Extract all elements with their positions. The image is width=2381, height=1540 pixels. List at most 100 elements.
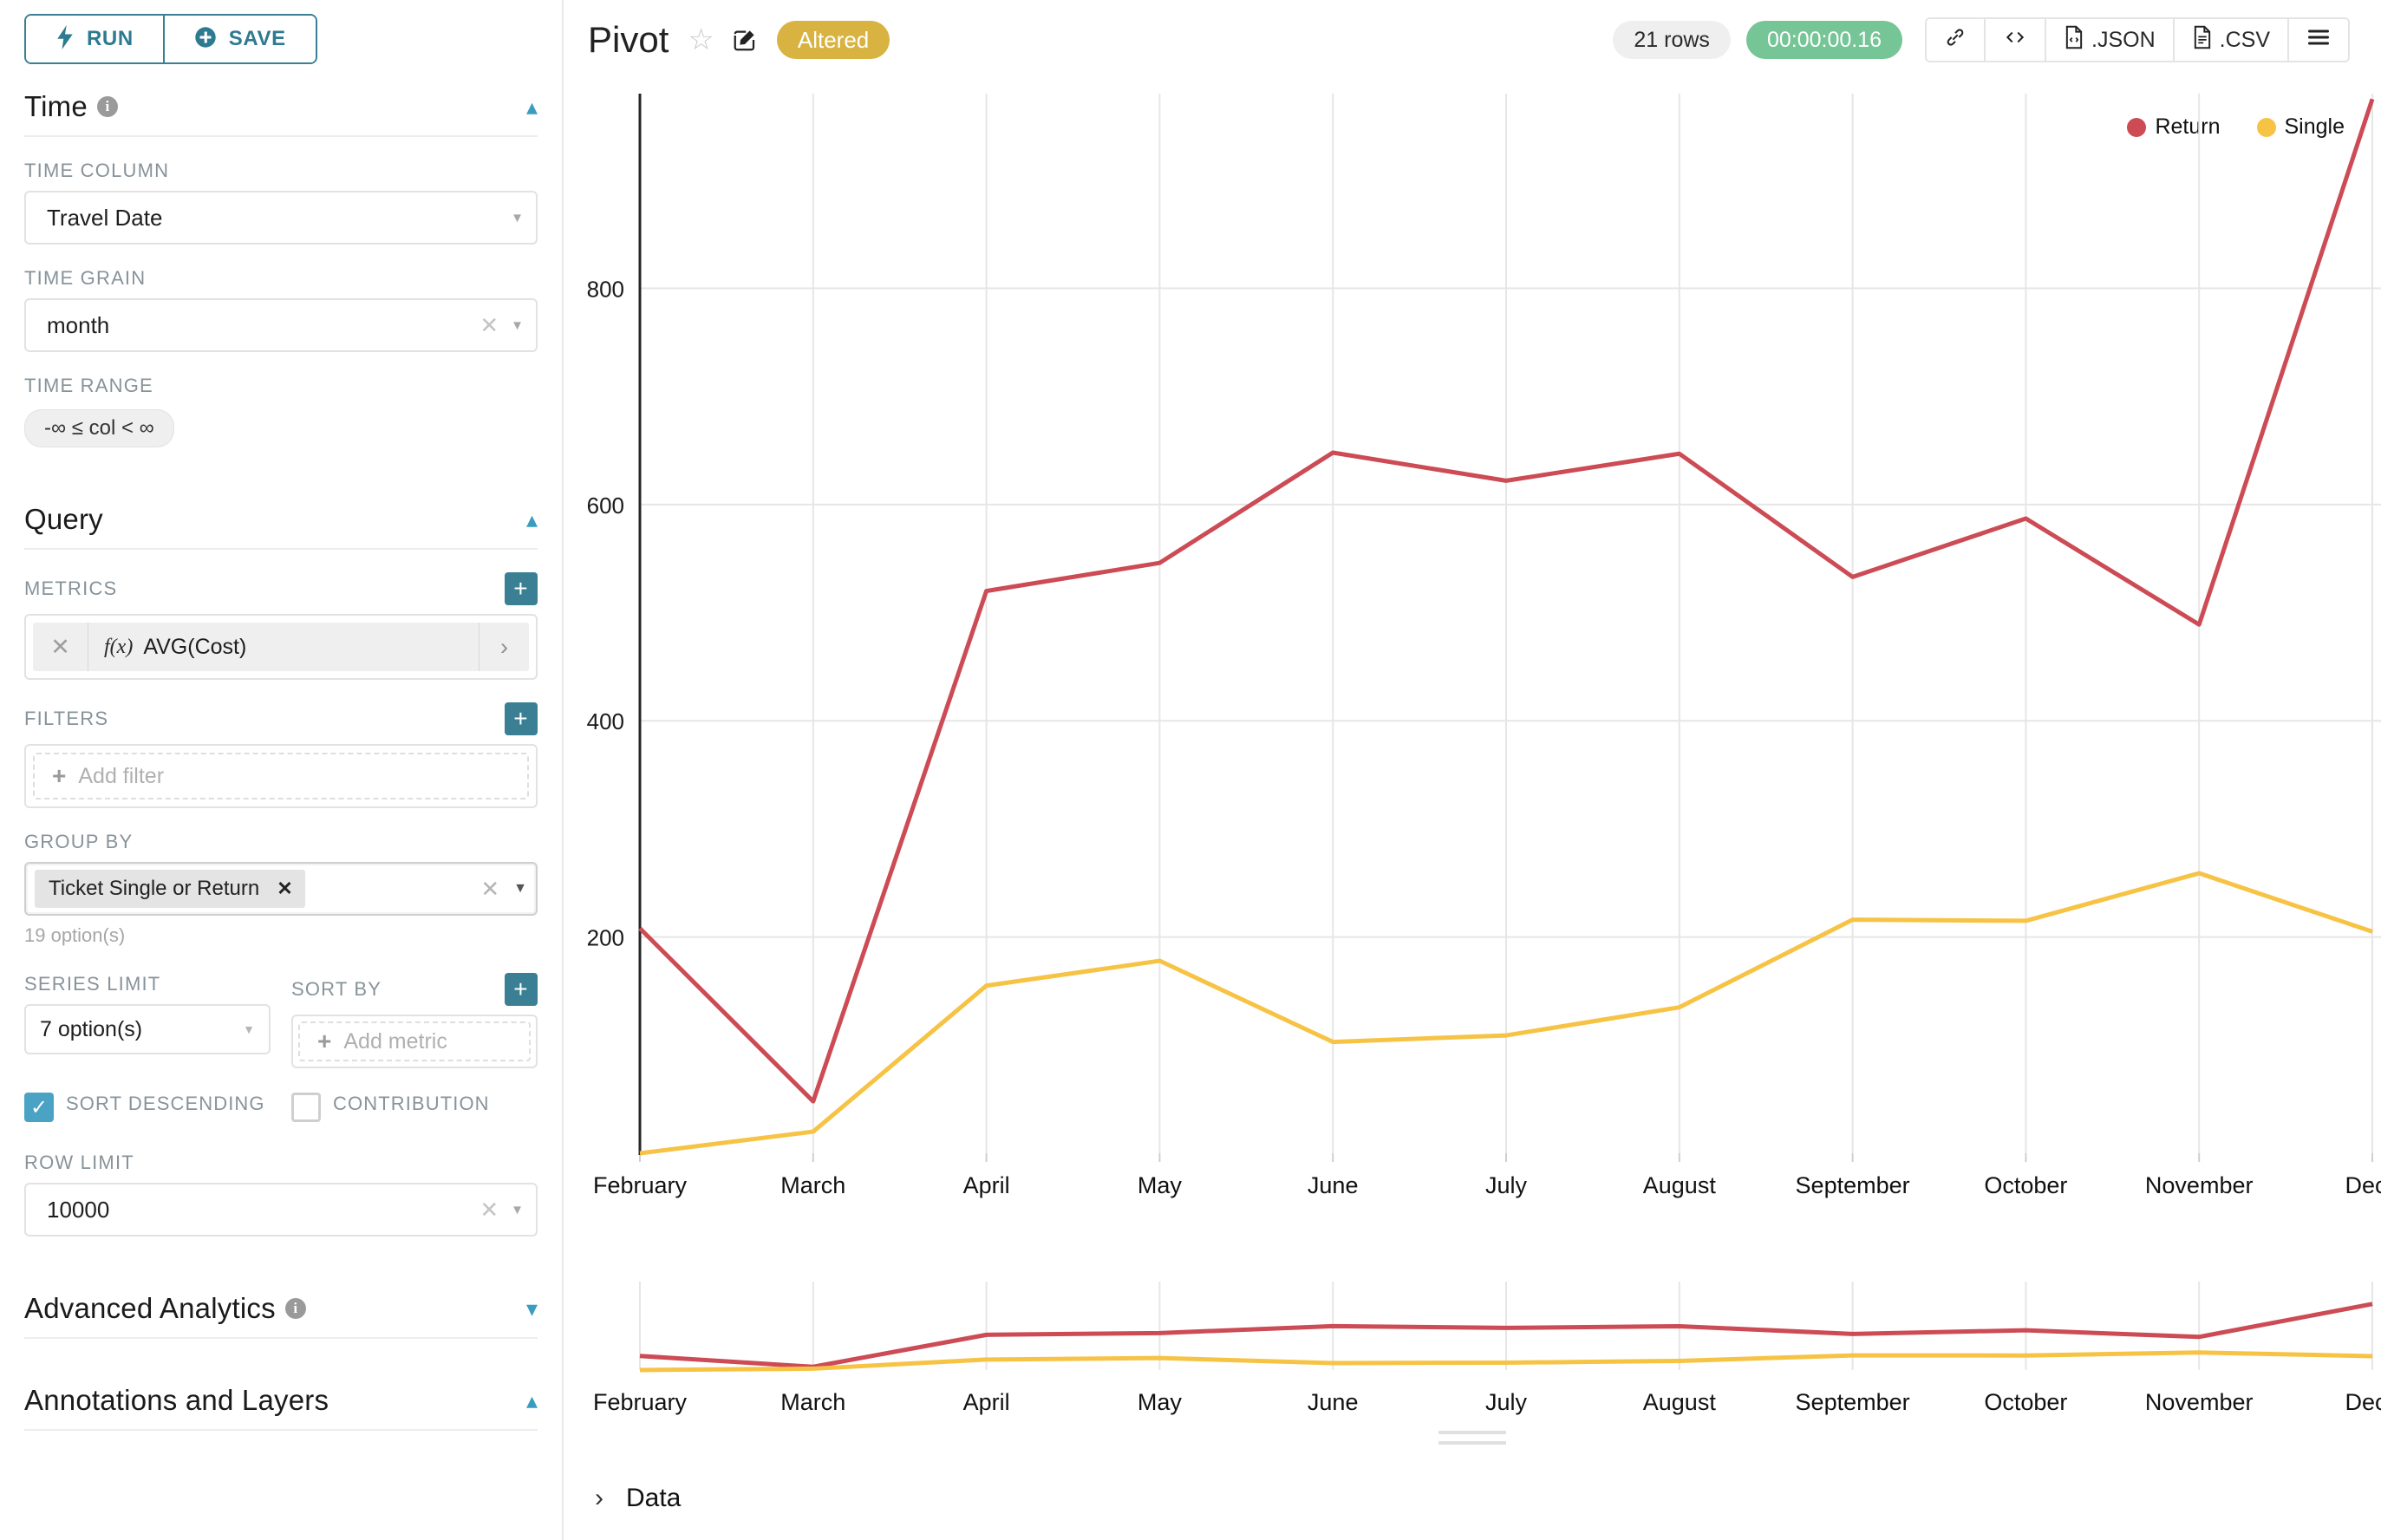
brush-series-line-single [639,1350,2373,1373]
more-menu-button[interactable] [2287,19,2348,61]
edit-pencil-icon[interactable] [732,27,758,53]
remove-metric-icon[interactable]: ✕ [33,623,88,671]
chart-canvas[interactable]: 200 400 600 800 February March April May June Jul… [564,87,2381,1474]
info-icon[interactable]: i [96,96,118,117]
view-query-button[interactable] [1984,19,2045,61]
export-json-button[interactable]: .JSON [2045,19,2173,61]
run-button[interactable]: RUN [26,16,163,62]
run-button-label: RUN [87,27,134,50]
row-limit-select[interactable]: 10000 ✕ ▼ [24,1183,538,1237]
section-header-time[interactable]: Time i ▴ [24,64,538,137]
brush-x-axis-tick-label: August [1643,1389,1717,1415]
time-range-value[interactable]: -∞ ≤ col < ∞ [24,409,174,447]
resize-handle[interactable] [1438,1431,1506,1452]
x-axis-tick-label: February [593,1172,688,1198]
chevron-up-icon[interactable]: ▴ [525,94,538,120]
add-filter-button[interactable]: + [505,702,538,735]
add-sort-metric-button[interactable]: + [505,973,538,1006]
hamburger-icon [2306,27,2331,54]
info-icon[interactable]: i [284,1298,306,1319]
group-by-select[interactable]: Ticket Single or Return ✕ ✕ ▼ [24,862,538,916]
group-by-options-hint: 19 option(s) [24,924,126,946]
sort-descending-checkbox[interactable]: ✓ [24,1093,54,1122]
brush-x-axis-tick-label: June [1308,1389,1359,1415]
field-metrics: METRICS + ✕ f(x) AVG(Cost) › [24,550,538,680]
clear-icon[interactable]: ✕ [480,875,500,902]
section-header-query[interactable]: Query ▴ [24,477,538,550]
chevron-right-icon[interactable]: › [479,623,529,671]
code-icon [2003,26,2027,55]
y-axis-tick-label: 400 [587,708,624,734]
add-filter-dropzone[interactable]: + Add filter [33,753,529,799]
label-filters: FILTERS + [24,702,538,735]
sort-by-box: + Add metric [291,1015,538,1068]
label-metrics: METRICS + [24,572,538,605]
metric-fx-icon: f(x) [104,635,134,658]
x-axis-tick-label: November [2145,1172,2254,1198]
metric-item[interactable]: ✕ f(x) AVG(Cost) › [33,623,529,671]
contribution-checkbox[interactable] [291,1093,321,1122]
remove-tag-icon[interactable]: ✕ [277,878,293,899]
label-series-limit: SERIES LIMIT [24,973,161,995]
add-metric-button[interactable]: + [505,572,538,605]
line-chart[interactable]: 200 400 600 800 February March April May June Jul… [564,87,2381,1474]
legend-swatch [2256,117,2276,137]
brush-x-axis-tick-label: September [1796,1389,1910,1415]
brush-x-axis-tick-label: November [2145,1389,2254,1415]
export-csv-button[interactable]: .CSV [2172,19,2287,61]
export-json-label: .JSON [2091,27,2156,52]
clear-icon[interactable]: ✕ [479,311,499,338]
brush-x-axis-tick-label: April [963,1389,1010,1415]
label-sort-by: SORT BY + [291,973,538,1006]
series-line-single [639,871,2373,1156]
x-axis-tick-label: March [780,1172,845,1198]
clear-icon[interactable]: ✕ [479,1196,499,1223]
section-header-annotations-layers[interactable]: Annotations and Layers ▴ [24,1358,538,1431]
y-axis-tick-label: 600 [587,493,624,519]
group-by-tag[interactable]: Ticket Single or Return ✕ [35,870,305,908]
field-contribution[interactable]: CONTRIBUTION [291,1091,538,1122]
legend-item-single[interactable]: Single [2256,114,2345,140]
export-csv-label: .CSV [2219,27,2270,52]
star-icon[interactable]: ☆ [688,23,714,56]
section-title-query: Query [24,503,103,535]
field-sort-by: SORT BY + + Add metric [291,973,538,1068]
x-axis-tick-label: September [1796,1172,1910,1198]
checkbox-row: ✓ SORT DESCENDING CONTRIBUTION [24,1068,538,1122]
caret-down-icon[interactable]: ▼ [243,1022,255,1036]
chevron-right-icon[interactable]: › [595,1484,603,1512]
y-axis-tick-label: 200 [587,925,624,951]
field-time-grain: TIME GRAIN month ✕ ▼ [24,245,538,352]
x-axis-tick-label: October [1984,1172,2067,1198]
legend-item-return[interactable]: Return [2127,114,2221,140]
time-column-select[interactable]: Travel Date ▼ [24,191,538,245]
run-save-group: RUN SAVE [24,14,317,64]
caret-down-icon[interactable]: ▼ [511,317,524,333]
caret-down-icon[interactable]: ▼ [511,1202,524,1217]
status-badge: Altered [776,21,890,59]
caret-down-icon[interactable]: ▼ [513,881,527,896]
legend-swatch [2127,117,2147,137]
add-metric-dropzone[interactable]: + Add metric [298,1021,531,1061]
time-grain-select[interactable]: month ✕ ▼ [24,298,538,352]
chevron-up-icon[interactable]: ▴ [525,506,538,532]
export-button-group: .JSON .CSV [1925,17,2350,62]
metrics-box: ✕ f(x) AVG(Cost) › [24,614,538,680]
data-panel-header[interactable]: › Data [564,1457,2381,1540]
label-time-grain: TIME GRAIN [24,267,147,289]
save-button[interactable]: SAVE [162,16,316,62]
chevron-down-icon[interactable]: ▾ [525,1295,538,1321]
chevron-up-icon[interactable]: ▴ [525,1387,538,1413]
caret-down-icon[interactable]: ▼ [511,210,524,225]
row-count-badge: 21 rows [1613,21,1731,59]
field-series-limit: SERIES LIMIT 7 option(s) ▼ [24,973,271,1068]
field-sort-descending[interactable]: ✓ SORT DESCENDING [24,1091,271,1122]
y-axis-tick-label: 800 [587,276,624,302]
chart-header: Pivot ☆ Altered 21 rows 00:00:00.16 [564,0,2381,80]
series-limit-select[interactable]: 7 option(s) ▼ [24,1004,271,1054]
row-limit-value: 10000 [47,1196,110,1223]
chart-header-actions: 21 rows 00:00:00.16 [1613,17,2350,62]
share-link-button[interactable] [1927,19,1985,61]
section-header-advanced-analytics[interactable]: Advanced Analytics i ▾ [24,1266,538,1339]
